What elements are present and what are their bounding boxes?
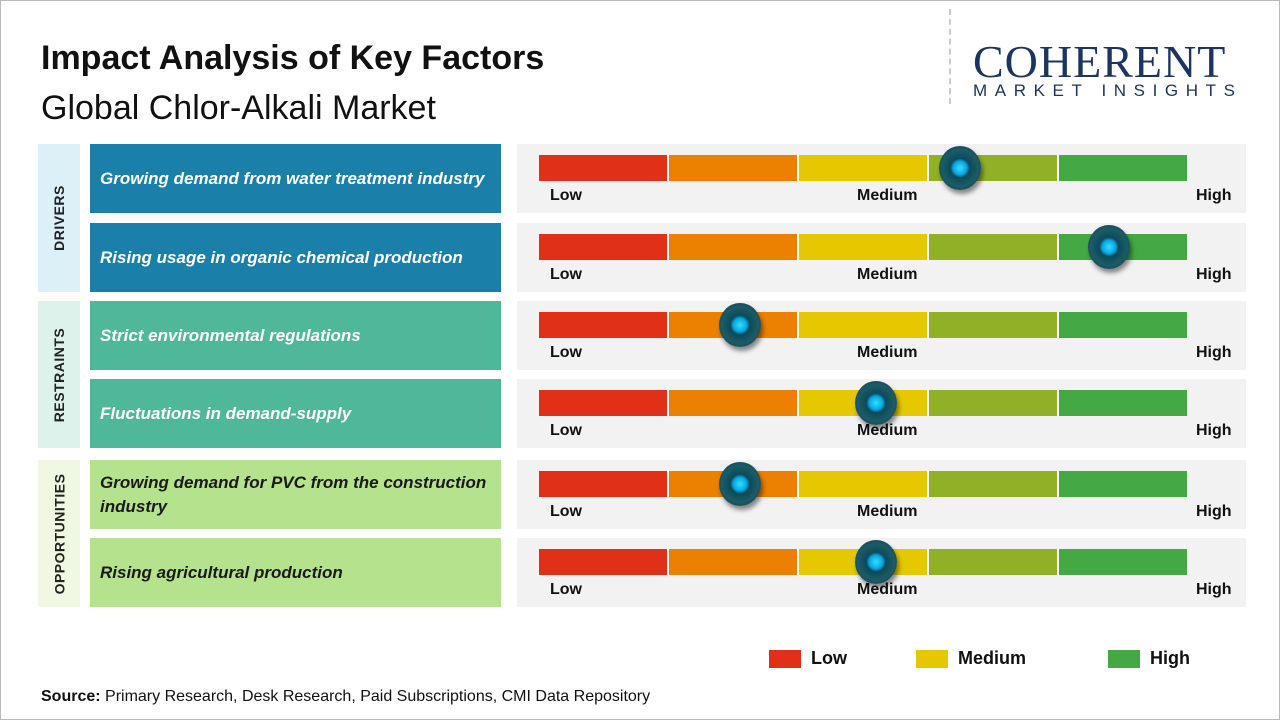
gauge-segment bbox=[929, 234, 1059, 260]
gauge-segment bbox=[539, 471, 669, 497]
gauge-segment bbox=[669, 155, 799, 181]
impact-gauge: Low Medium High bbox=[517, 538, 1246, 607]
legend-swatch bbox=[1108, 649, 1140, 668]
gauge-segment bbox=[929, 549, 1059, 575]
scale-low: Low bbox=[550, 503, 582, 520]
scale-medium: Medium bbox=[857, 422, 918, 439]
legend-medium: Medium bbox=[916, 648, 1026, 669]
gauge-segment bbox=[929, 312, 1059, 338]
gauge-bar bbox=[539, 390, 1187, 416]
page-subtitle: Global Chlor-Alkali Market bbox=[41, 89, 436, 127]
impact-marker bbox=[939, 146, 982, 190]
gauge-segment bbox=[1059, 155, 1187, 181]
gauge-segment bbox=[669, 549, 799, 575]
gauge-segment bbox=[539, 390, 669, 416]
gauge-segment bbox=[929, 471, 1059, 497]
gauge-segment bbox=[539, 312, 669, 338]
impact-gauge: Low Medium High bbox=[517, 379, 1246, 448]
gauge-segment bbox=[929, 390, 1059, 416]
scale-medium: Medium bbox=[857, 187, 918, 204]
scale-high: High bbox=[1196, 187, 1232, 204]
impact-marker bbox=[854, 381, 897, 425]
scale-low: Low bbox=[550, 344, 582, 361]
gauge-bar bbox=[539, 312, 1187, 338]
impact-gauge: Low Medium High bbox=[517, 301, 1246, 370]
scale-high: High bbox=[1196, 581, 1232, 598]
scale-medium: Medium bbox=[857, 503, 918, 520]
gauge-segment bbox=[539, 155, 669, 181]
scale-low: Low bbox=[550, 422, 582, 439]
impact-gauge: Low Medium High bbox=[517, 460, 1246, 529]
scale-low: Low bbox=[550, 266, 582, 283]
gauge-segment bbox=[1059, 471, 1187, 497]
source-note: Source: Primary Research, Desk Research,… bbox=[41, 688, 651, 705]
logo-name: COHERENT bbox=[973, 36, 1227, 87]
impact-marker bbox=[1088, 225, 1131, 269]
gauge-segment bbox=[669, 234, 799, 260]
gauge-segment bbox=[799, 155, 929, 181]
legend-swatch bbox=[916, 649, 948, 668]
scale-high: High bbox=[1196, 266, 1232, 283]
gauge-segment bbox=[539, 234, 669, 260]
gauge-segment bbox=[669, 390, 799, 416]
category-drivers: DRIVERS bbox=[38, 144, 80, 292]
scale-medium: Medium bbox=[857, 581, 918, 598]
company-logo: COHERENT MARKET INSIGHTS bbox=[949, 9, 1269, 104]
gauge-bar bbox=[539, 471, 1187, 497]
scale-medium: Medium bbox=[857, 266, 918, 283]
impact-marker bbox=[854, 540, 897, 584]
scale-high: High bbox=[1196, 503, 1232, 520]
impact-gauge: Low Medium High bbox=[517, 144, 1246, 213]
gauge-segment bbox=[1059, 549, 1187, 575]
category-label: OPPORTUNITIES bbox=[51, 473, 68, 594]
legend-swatch bbox=[769, 649, 801, 668]
factor-label: Growing demand for PVC from the construc… bbox=[90, 460, 501, 529]
gauge-segment bbox=[1059, 312, 1187, 338]
factor-label: Strict environmental regulations bbox=[90, 301, 501, 370]
category-label: DRIVERS bbox=[51, 185, 68, 251]
legend-low: Low bbox=[769, 648, 847, 669]
scale-low: Low bbox=[550, 187, 582, 204]
legend-high: High bbox=[1108, 648, 1190, 669]
gauge-segment bbox=[799, 234, 929, 260]
gauge-segment bbox=[539, 549, 669, 575]
page-title: Impact Analysis of Key Factors bbox=[41, 39, 545, 77]
factor-label: Fluctuations in demand-supply bbox=[90, 379, 501, 448]
scale-high: High bbox=[1196, 422, 1232, 439]
gauge-segment bbox=[799, 312, 929, 338]
category-label: RESTRAINTS bbox=[51, 327, 68, 422]
factor-label: Growing demand from water treatment indu… bbox=[90, 144, 501, 213]
gauge-bar bbox=[539, 155, 1187, 181]
scale-high: High bbox=[1196, 344, 1232, 361]
impact-gauge: Low Medium High bbox=[517, 223, 1246, 292]
gauge-segment bbox=[1059, 390, 1187, 416]
category-restraints: RESTRAINTS bbox=[38, 301, 80, 448]
category-opportunities: OPPORTUNITIES bbox=[38, 460, 80, 607]
impact-marker bbox=[718, 462, 761, 506]
gauge-bar bbox=[539, 549, 1187, 575]
gauge-segment bbox=[799, 471, 929, 497]
factor-label: Rising usage in organic chemical product… bbox=[90, 223, 501, 292]
scale-medium: Medium bbox=[857, 344, 918, 361]
factor-label: Rising agricultural production bbox=[90, 538, 501, 607]
scale-low: Low bbox=[550, 581, 582, 598]
logo-tagline: MARKET INSIGHTS bbox=[973, 81, 1243, 100]
gauge-bar bbox=[539, 234, 1187, 260]
impact-marker bbox=[718, 303, 761, 347]
